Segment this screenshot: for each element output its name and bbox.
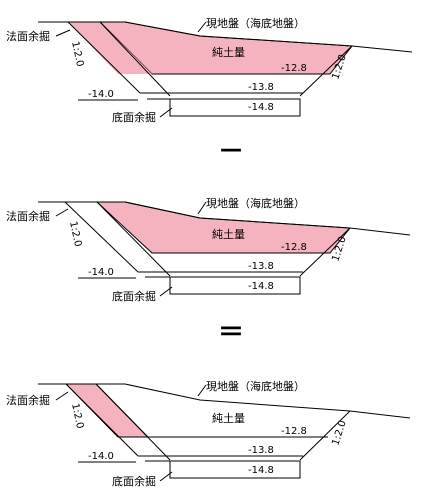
slope-excess-leader bbox=[55, 208, 69, 217]
slope-left-label: 1:2.0 bbox=[69, 402, 85, 429]
panel-3: 現地盤（海底地盤） 純土量 法面余掘 底面余掘 -12.8 -13.8 -14.… bbox=[6, 379, 411, 488]
level-left-label: -14.0 bbox=[88, 267, 114, 278]
ground-line bbox=[38, 201, 411, 236]
slope-left-label: 1:2.0 bbox=[69, 40, 85, 67]
slope-excess-label: 法面余掘 bbox=[6, 209, 50, 223]
slope-left-inner bbox=[96, 201, 171, 277]
slope-excess-label: 法面余掘 bbox=[6, 29, 50, 43]
level-fill-label: -12.8 bbox=[281, 242, 307, 253]
slope-left-label: 1:2.0 bbox=[67, 220, 83, 247]
slope-right-label: 1:2.0 bbox=[330, 419, 348, 447]
bottom-excess-label: 底面余掘 bbox=[112, 110, 156, 124]
panel-2: 現地盤（海底地盤） 純土量 法面余掘 底面余掘 -12.8 -13.8 -14.… bbox=[6, 196, 411, 303]
level-left-label: -14.0 bbox=[88, 89, 114, 100]
slope-left-outer bbox=[67, 21, 141, 94]
level-fill-label: -12.8 bbox=[281, 63, 307, 74]
slope-excess-fill bbox=[68, 22, 152, 74]
slope-right bbox=[299, 45, 353, 97]
slope-left-outer bbox=[64, 201, 139, 273]
level-bottom-label: -13.8 bbox=[248, 82, 274, 93]
slope-right bbox=[299, 227, 351, 277]
fill-label: 純土量 bbox=[212, 412, 245, 425]
slope-right bbox=[299, 410, 351, 461]
ground-leader bbox=[197, 201, 207, 215]
level-excess-label: -14.8 bbox=[248, 281, 274, 292]
fill-label: 純土量 bbox=[212, 46, 245, 59]
slope-left-inner bbox=[95, 383, 171, 461]
level-excess-label: -14.8 bbox=[248, 465, 274, 476]
bottom-excess-label: 底面余掘 bbox=[112, 474, 156, 488]
bottom-excess-leader bbox=[159, 286, 173, 297]
level-left-label: -14.0 bbox=[88, 451, 114, 462]
bottom-excess-box bbox=[169, 460, 301, 479]
ground-leader bbox=[197, 21, 207, 33]
ground-line bbox=[38, 21, 413, 53]
level-excess-label: -14.8 bbox=[248, 102, 274, 113]
ground-label: 現地盤（海底地盤） bbox=[206, 16, 305, 30]
level-bottom-label: -13.8 bbox=[248, 261, 274, 272]
ground-label: 現地盤（海底地盤） bbox=[206, 196, 305, 210]
fill-label: 純土量 bbox=[212, 228, 245, 241]
minus-operator: － bbox=[218, 137, 244, 167]
slope-excess-leader bbox=[55, 29, 71, 37]
slope-left-outer bbox=[65, 383, 139, 457]
bottom-excess-label: 底面余掘 bbox=[112, 289, 156, 303]
bottom-excess-leader bbox=[159, 471, 173, 482]
bottom-excess-box bbox=[169, 98, 301, 117]
panel-1: 現地盤（海底地盤） 純土量 法面余掘 底面余掘 -12.8 -13.8 -14.… bbox=[6, 16, 413, 124]
slope-excess-label: 法面余掘 bbox=[6, 393, 50, 407]
equals-operator: ＝ bbox=[218, 318, 244, 348]
ground-label: 現地盤（海底地盤） bbox=[206, 379, 305, 393]
bottom-excess-leader bbox=[159, 107, 173, 118]
level-fill-label: -12.8 bbox=[281, 426, 307, 437]
slope-left-inner bbox=[99, 21, 171, 97]
slope-excess-leader bbox=[55, 391, 69, 401]
bottom-excess-box bbox=[169, 276, 301, 295]
level-bottom-label: -13.8 bbox=[248, 445, 274, 456]
ground-leader bbox=[197, 384, 207, 397]
